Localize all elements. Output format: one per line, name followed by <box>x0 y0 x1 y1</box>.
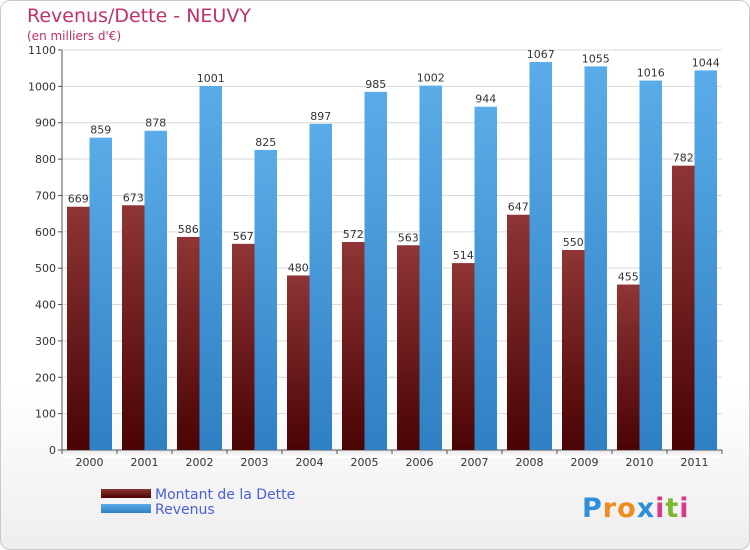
bar-debt <box>67 206 90 450</box>
bar-debt <box>562 250 585 450</box>
data-label-debt: 514 <box>453 249 474 262</box>
y-tick-label: 800 <box>35 153 56 166</box>
x-tick-label: 2000 <box>76 456 104 469</box>
data-label-debt: 782 <box>673 152 694 165</box>
data-labels: 669 859 673 878 586 1001 567 825 480 897 572 985 563… <box>68 48 720 284</box>
y-tick-label: 1100 <box>28 44 56 57</box>
data-label-debt: 455 <box>618 271 639 284</box>
data-label-debt: 673 <box>123 191 144 204</box>
chart-title: Revenus/Dette - NEUVY <box>27 5 251 27</box>
bar-revenus <box>694 70 717 450</box>
data-label-revenus: 1044 <box>692 56 720 69</box>
bar-debt <box>287 275 310 450</box>
data-label-revenus: 859 <box>90 124 111 137</box>
x-tick-label: 2011 <box>681 456 709 469</box>
data-label-debt: 647 <box>508 201 529 214</box>
legend-swatch-debt <box>101 489 151 498</box>
legend-label-debt: Montant de la Dette <box>155 487 295 503</box>
bar-revenus <box>639 80 662 450</box>
data-label-revenus: 1001 <box>197 72 225 85</box>
y-tick-label: 900 <box>35 117 56 130</box>
data-label-debt: 586 <box>178 223 199 236</box>
bar-revenus <box>309 123 332 451</box>
y-tick-label: 1000 <box>28 80 56 93</box>
bar-revenus <box>419 85 442 451</box>
x-tick-label: 2009 <box>571 456 599 469</box>
data-label-debt: 669 <box>68 193 89 206</box>
y-tick-label: 400 <box>35 299 56 312</box>
y-tick-label: 300 <box>35 335 56 348</box>
bar-debt <box>507 214 530 450</box>
bar-revenus <box>584 66 607 450</box>
y-tick-label: 600 <box>35 226 56 239</box>
y-tick-label: 500 <box>35 262 56 275</box>
bar-revenus <box>199 86 222 450</box>
y-tick-label: 0 <box>49 444 56 457</box>
bar-debt <box>672 165 695 451</box>
logo-letter: x <box>637 493 655 524</box>
data-label-debt: 563 <box>398 231 419 244</box>
axes: 0 100 200 300 400 500 600 700 800 900 1000 1100 2000… <box>28 44 723 469</box>
data-label-debt: 550 <box>563 236 584 249</box>
bar-debt <box>397 245 420 450</box>
logo-letter: i <box>679 493 689 524</box>
data-label-revenus: 825 <box>255 136 276 149</box>
bar-debt <box>232 243 255 450</box>
bar-revenus <box>144 130 167 450</box>
data-label-revenus: 897 <box>310 110 331 123</box>
bar-debt <box>342 242 365 450</box>
data-label-revenus: 1055 <box>582 52 610 65</box>
logo-letter: i <box>655 493 665 524</box>
data-label-revenus: 1067 <box>527 48 555 61</box>
legend: Montant de la Dette Revenus <box>101 487 295 518</box>
logo-letter: P <box>582 493 603 524</box>
x-tick-label: 2007 <box>461 456 489 469</box>
logo-letter: r <box>603 493 617 524</box>
data-label-revenus: 944 <box>475 93 496 106</box>
bar-revenus <box>89 137 112 451</box>
bar-debt <box>122 205 145 450</box>
x-tick-label: 2002 <box>186 456 214 469</box>
data-label-revenus: 1016 <box>637 67 665 80</box>
x-tick-label: 2005 <box>351 456 379 469</box>
data-label-revenus: 878 <box>145 117 166 130</box>
y-tick-label: 100 <box>35 408 56 421</box>
data-label-revenus: 985 <box>365 78 386 91</box>
y-tick-label: 700 <box>35 189 56 202</box>
x-tick-label: 2010 <box>626 456 654 469</box>
data-label-debt: 567 <box>233 230 254 243</box>
x-tick-label: 2001 <box>131 456 159 469</box>
data-label-debt: 480 <box>288 261 309 274</box>
data-label-revenus: 1002 <box>417 72 445 85</box>
x-tick-label: 2003 <box>241 456 269 469</box>
data-label-debt: 572 <box>343 228 364 241</box>
x-tick-label: 2004 <box>296 456 324 469</box>
bar-debt <box>617 284 640 450</box>
logo-letter: t <box>665 493 679 524</box>
bar-revenus <box>529 62 552 450</box>
chart-subtitle: (en milliers d'€) <box>27 29 121 43</box>
bar-debt <box>177 236 200 450</box>
legend-label-revenus: Revenus <box>155 502 215 518</box>
logo-letter: o <box>617 493 637 524</box>
legend-swatch-revenus <box>101 504 151 513</box>
x-tick-label: 2006 <box>406 456 434 469</box>
bar-revenus <box>474 106 497 451</box>
proxiti-logo: Proxiti <box>582 493 690 524</box>
y-tick-label: 200 <box>35 371 56 384</box>
x-tick-label: 2008 <box>516 456 544 469</box>
bar-revenus <box>254 150 277 450</box>
bars <box>67 62 717 451</box>
bar-debt <box>452 263 475 450</box>
bar-revenus <box>364 91 387 451</box>
